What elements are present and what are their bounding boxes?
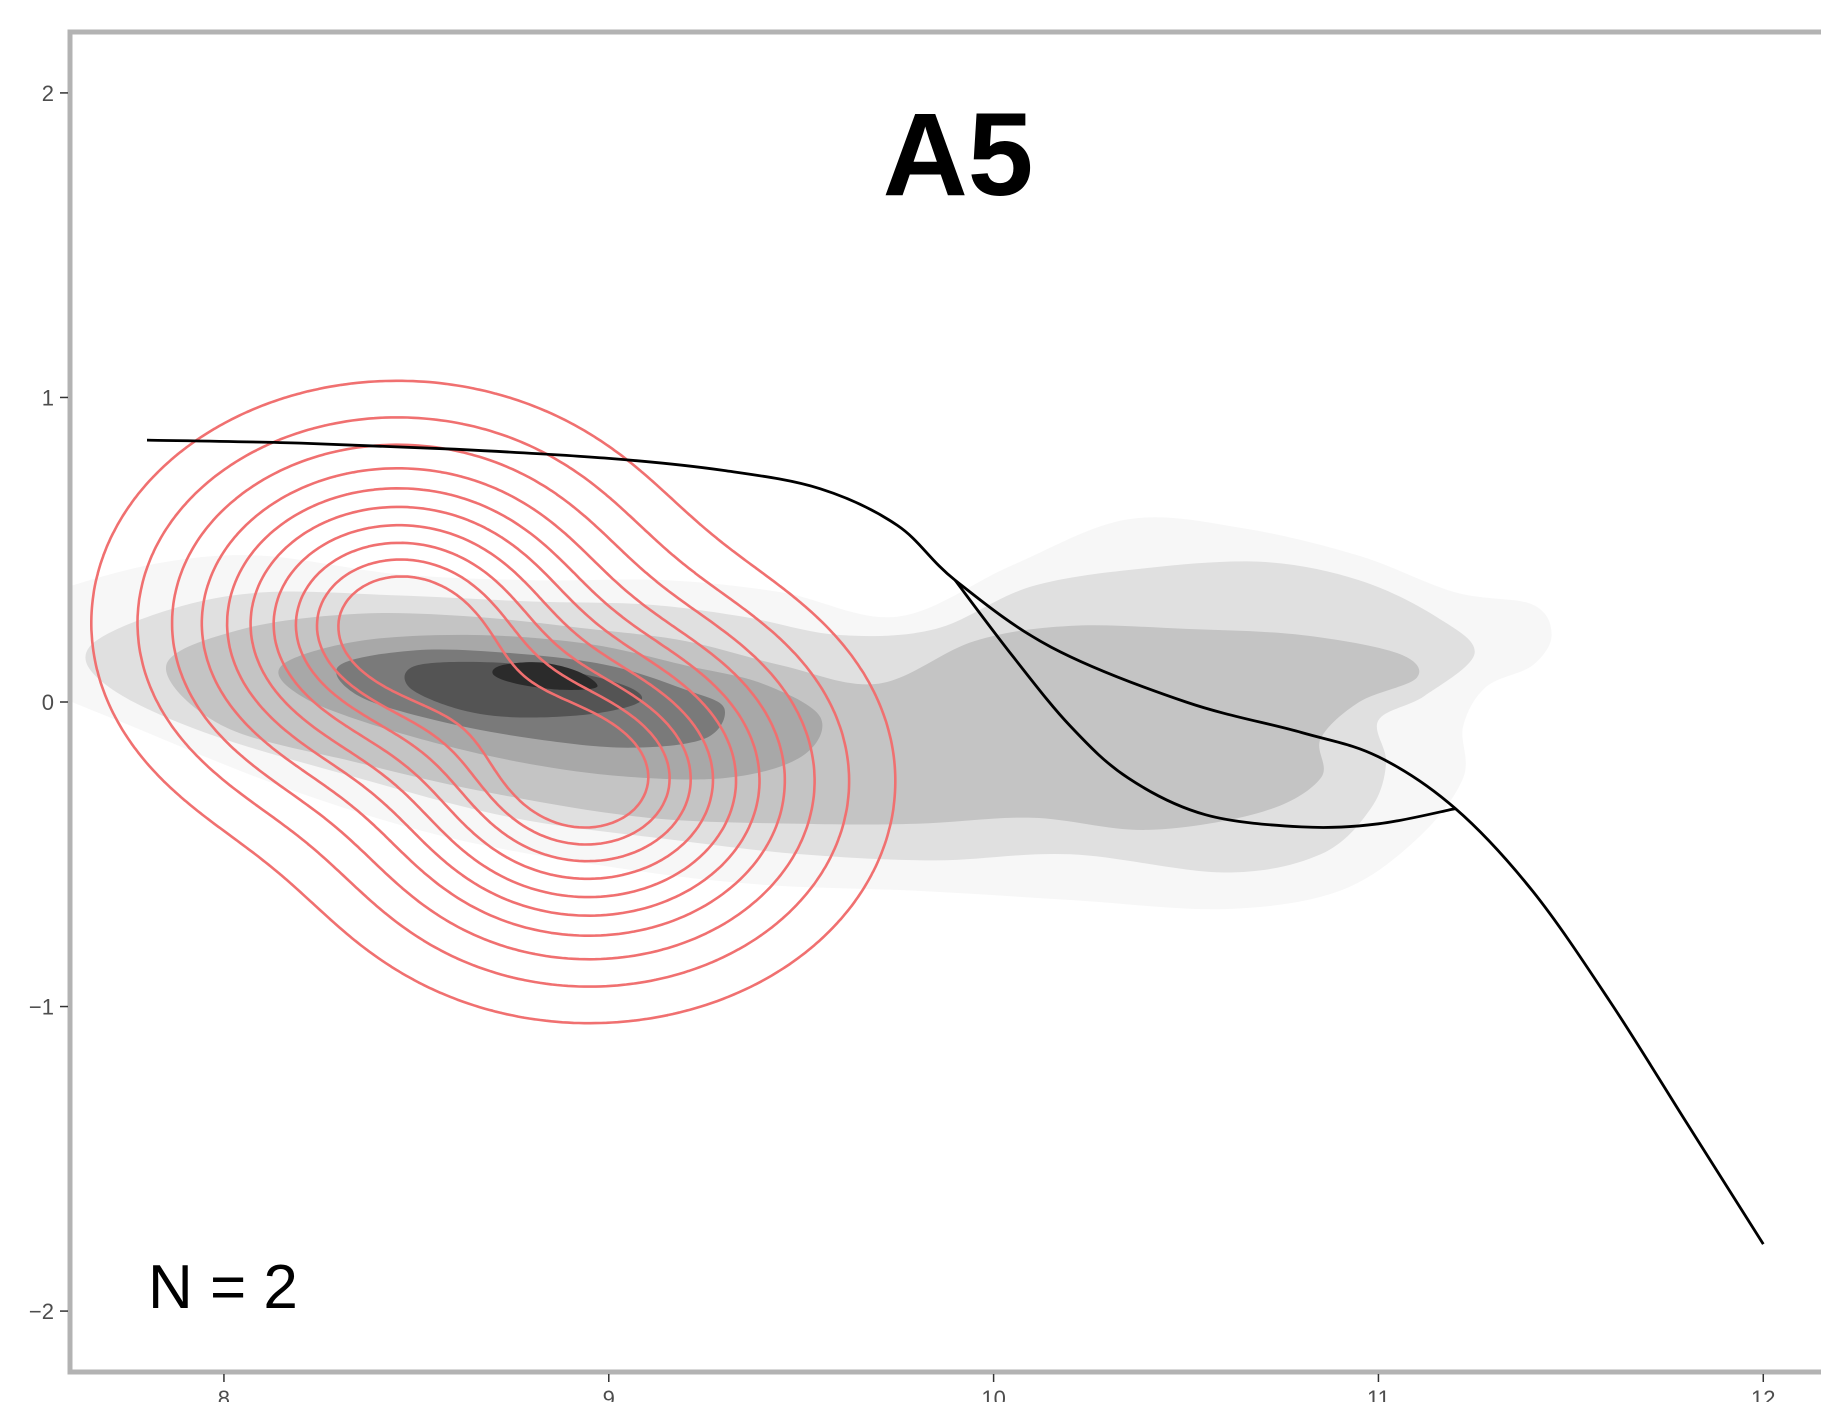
red-contour-4 (200, 467, 787, 937)
red-contour-8 (294, 541, 692, 863)
red-contour-1 (90, 379, 897, 1025)
red-contour-3 (170, 443, 816, 961)
density-fill-layer (70, 517, 1552, 910)
red-contour-2 (136, 416, 851, 988)
x-axis: 8 9 10 11 12 (218, 1374, 1776, 1402)
red-contour-10 (337, 575, 650, 829)
curve-1 (146, 438, 1765, 1245)
n-annotation: N = 2 (148, 1253, 298, 1322)
x-tick-label: 11 (1367, 1386, 1390, 1402)
x-tick-label: 12 (1751, 1386, 1775, 1402)
curve-layer (146, 438, 1765, 1245)
y-tick-label: 2 (42, 81, 54, 106)
curve-2 (953, 579, 1456, 829)
y-tick-label: −1 (29, 995, 54, 1020)
x-tick-label: 8 (218, 1386, 230, 1402)
y-tick-label: 1 (42, 385, 54, 410)
red-contour-layer (90, 379, 897, 1025)
y-tick-label: −2 (29, 1299, 54, 1324)
y-tick-label: 0 (42, 690, 54, 715)
red-contour-5 (225, 487, 761, 917)
red-contour-7 (272, 523, 715, 881)
red-contour-6 (249, 505, 738, 899)
x-tick-label: 10 (981, 1386, 1005, 1402)
y-axis: −2 −1 0 1 2 (29, 81, 68, 1324)
red-contour-9 (315, 558, 671, 846)
x-tick-label: 9 (603, 1386, 615, 1402)
panel-border (67, 29, 1821, 1375)
chart-title: A5 (883, 89, 1034, 221)
